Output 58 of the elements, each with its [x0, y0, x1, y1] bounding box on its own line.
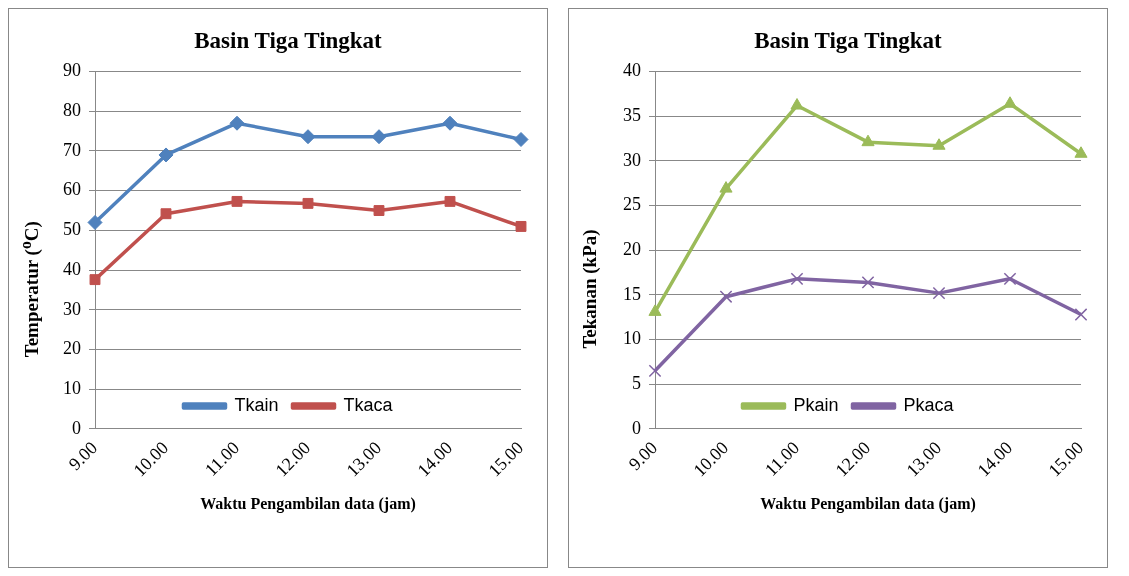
- x-tick-label: 9.00: [64, 437, 102, 474]
- point: [87, 214, 103, 230]
- point: [932, 286, 946, 300]
- point: [229, 115, 245, 131]
- y-tick-label: 15: [623, 283, 641, 304]
- y-tick-label: 20: [63, 338, 81, 359]
- y-tick-label: 70: [63, 139, 81, 160]
- point: [160, 208, 172, 220]
- point: [1003, 272, 1017, 286]
- point: [1003, 96, 1017, 108]
- y-tick-label: 30: [623, 149, 641, 170]
- y-tick-label: 35: [623, 105, 641, 125]
- point: [719, 181, 733, 193]
- point: [515, 220, 527, 232]
- point: [790, 272, 804, 286]
- x-tick-label: 9.00: [624, 437, 662, 474]
- y-tick-label: 50: [63, 219, 81, 240]
- y-tick-label: 0: [632, 417, 641, 438]
- point: [790, 98, 804, 110]
- point: [1074, 146, 1088, 158]
- point: [648, 304, 662, 316]
- y-tick-label: 30: [63, 298, 81, 319]
- point: [444, 195, 456, 207]
- y-tick-label: 5: [632, 372, 641, 393]
- y-tick-label: 90: [63, 60, 81, 81]
- y-tick-label: 40: [63, 258, 81, 279]
- y-tick-label: 80: [63, 100, 81, 121]
- x-axis-title: Waktu Pengambilan data (jam): [760, 494, 976, 513]
- legend-label: Tkain: [234, 394, 279, 415]
- chart-title: Basin Tiga Tingkat: [754, 27, 943, 53]
- y-tick-label: 60: [63, 179, 81, 200]
- y-tick-label: 10: [63, 377, 81, 398]
- point: [158, 147, 174, 163]
- point: [373, 205, 385, 216]
- legend-label: Pkain: [793, 394, 839, 415]
- point: [648, 364, 662, 378]
- legend-label: Pkaca: [903, 394, 955, 415]
- point: [1074, 308, 1088, 321]
- y-tick-label: 40: [623, 60, 641, 81]
- point: [89, 274, 101, 286]
- point: [371, 129, 387, 145]
- y-axis-title: Tekanan (kPa): [579, 229, 601, 349]
- point: [719, 290, 733, 304]
- point: [861, 134, 875, 147]
- y-tick-label: 25: [623, 194, 641, 215]
- point: [442, 115, 458, 131]
- y-tick-label: 20: [623, 238, 641, 259]
- point: [513, 131, 529, 147]
- y-tick-label: 10: [623, 328, 641, 349]
- point: [302, 197, 314, 209]
- point: [231, 195, 243, 207]
- y-tick-label: 0: [72, 417, 81, 438]
- point: [932, 138, 946, 150]
- chart-title: Basin Tiga Tingkat: [194, 27, 383, 53]
- point: [300, 129, 316, 145]
- legend-label: Tkaca: [343, 394, 394, 415]
- x-axis-title: Waktu Pengambilan data (jam): [200, 494, 416, 513]
- point: [861, 275, 875, 289]
